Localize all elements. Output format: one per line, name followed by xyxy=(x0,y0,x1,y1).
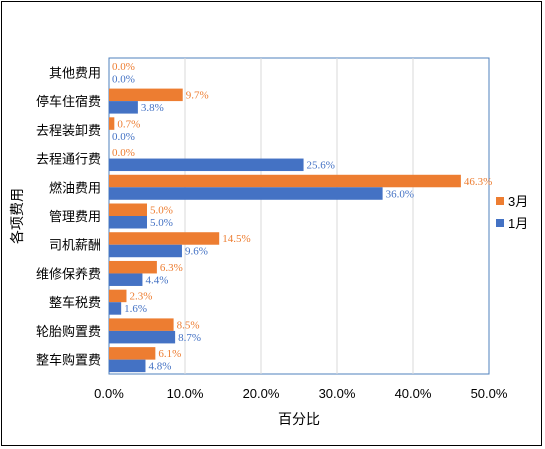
bar-3月-10 xyxy=(109,347,156,360)
data-labels: 0.0%0.0%9.7%3.8%0.7%0.0%0.0%25.6%46.3%36… xyxy=(112,61,492,373)
category-label: 其他费用 xyxy=(49,66,101,81)
data-label: 6.3% xyxy=(160,262,183,274)
data-label: 1.6% xyxy=(124,303,147,315)
data-label: 9.6% xyxy=(185,246,208,258)
data-label: 8.7% xyxy=(178,332,201,344)
data-label: 4.8% xyxy=(148,361,171,373)
legend-label: 3月 xyxy=(508,194,528,209)
data-label: 5.0% xyxy=(150,217,173,229)
bar-3月-7 xyxy=(109,260,157,274)
bar-1月-9 xyxy=(109,330,176,344)
data-label: 4.4% xyxy=(145,274,168,286)
category-label: 轮胎购置费 xyxy=(36,324,101,340)
data-label: 14.5% xyxy=(222,233,250,245)
data-label: 8.5% xyxy=(177,319,200,331)
bar-1月-10 xyxy=(109,359,146,373)
data-label: 46.3% xyxy=(464,176,492,188)
data-label: 0.0% xyxy=(112,147,135,159)
x-tick-label: 0.0% xyxy=(94,386,124,401)
category-label: 管理费用 xyxy=(49,210,101,225)
bar-3月-2 xyxy=(109,117,115,130)
bar-1月-7 xyxy=(109,273,143,286)
category-label: 整车购置费 xyxy=(36,353,101,369)
y-axis-title: 各项费用 xyxy=(10,188,26,244)
category-label: 司机薪酬 xyxy=(49,239,101,254)
bar-3月-8 xyxy=(109,289,127,303)
x-tick-label: 50.0% xyxy=(471,386,508,401)
data-label: 3.8% xyxy=(141,102,164,114)
data-label: 25.6% xyxy=(307,160,335,172)
x-tick-labels: 0.0% 10.0% 20.0% 30.0% 40.0% 50.0% xyxy=(94,386,508,401)
category-label: 整车税费 xyxy=(49,295,101,311)
data-label: 5.0% xyxy=(150,205,173,217)
data-label: 9.7% xyxy=(186,90,209,102)
x-tick-label: 30.0% xyxy=(319,386,356,401)
category-label: 去程通行费 xyxy=(36,153,101,168)
data-label: 0.7% xyxy=(117,118,140,130)
category-label: 停车住宿费 xyxy=(36,94,101,110)
category-labels: 其他费用停车住宿费去程装卸费去程通行费燃油费用管理费用司机薪酬维修保养费整车税费… xyxy=(36,66,101,368)
bar-1月-1 xyxy=(109,101,138,114)
bar-3月-1 xyxy=(109,88,183,102)
gridlines xyxy=(184,58,414,374)
bar-1月-8 xyxy=(109,302,122,315)
bar-3月-9 xyxy=(109,318,174,331)
bar-1月-4 xyxy=(109,187,383,200)
legend-swatch xyxy=(496,197,504,205)
data-label: 6.1% xyxy=(158,348,181,360)
data-label: 0.0% xyxy=(112,73,135,85)
legend-swatch xyxy=(496,219,504,227)
bars xyxy=(109,88,461,373)
legend-label: 1月 xyxy=(508,216,528,231)
data-label: 0.0% xyxy=(112,61,135,73)
data-label: 2.3% xyxy=(129,291,152,303)
data-label: 0.0% xyxy=(112,131,135,143)
bar-1月-5 xyxy=(109,216,147,229)
bar-3月-4 xyxy=(109,174,461,188)
x-axis-title: 百分比 xyxy=(278,412,320,428)
bar-1月-6 xyxy=(109,244,182,258)
category-label: 去程装卸费 xyxy=(36,123,101,139)
category-label: 燃油费用 xyxy=(49,180,101,196)
bar-3月-5 xyxy=(109,203,147,216)
x-tick-label: 10.0% xyxy=(167,386,204,401)
bar-3月-6 xyxy=(109,232,220,245)
bar-1月-3 xyxy=(109,158,304,172)
x-tick-label: 20.0% xyxy=(243,386,280,401)
data-label: 36.0% xyxy=(386,188,414,200)
x-tick-label: 40.0% xyxy=(395,386,432,401)
category-label: 维修保养费 xyxy=(36,266,101,282)
